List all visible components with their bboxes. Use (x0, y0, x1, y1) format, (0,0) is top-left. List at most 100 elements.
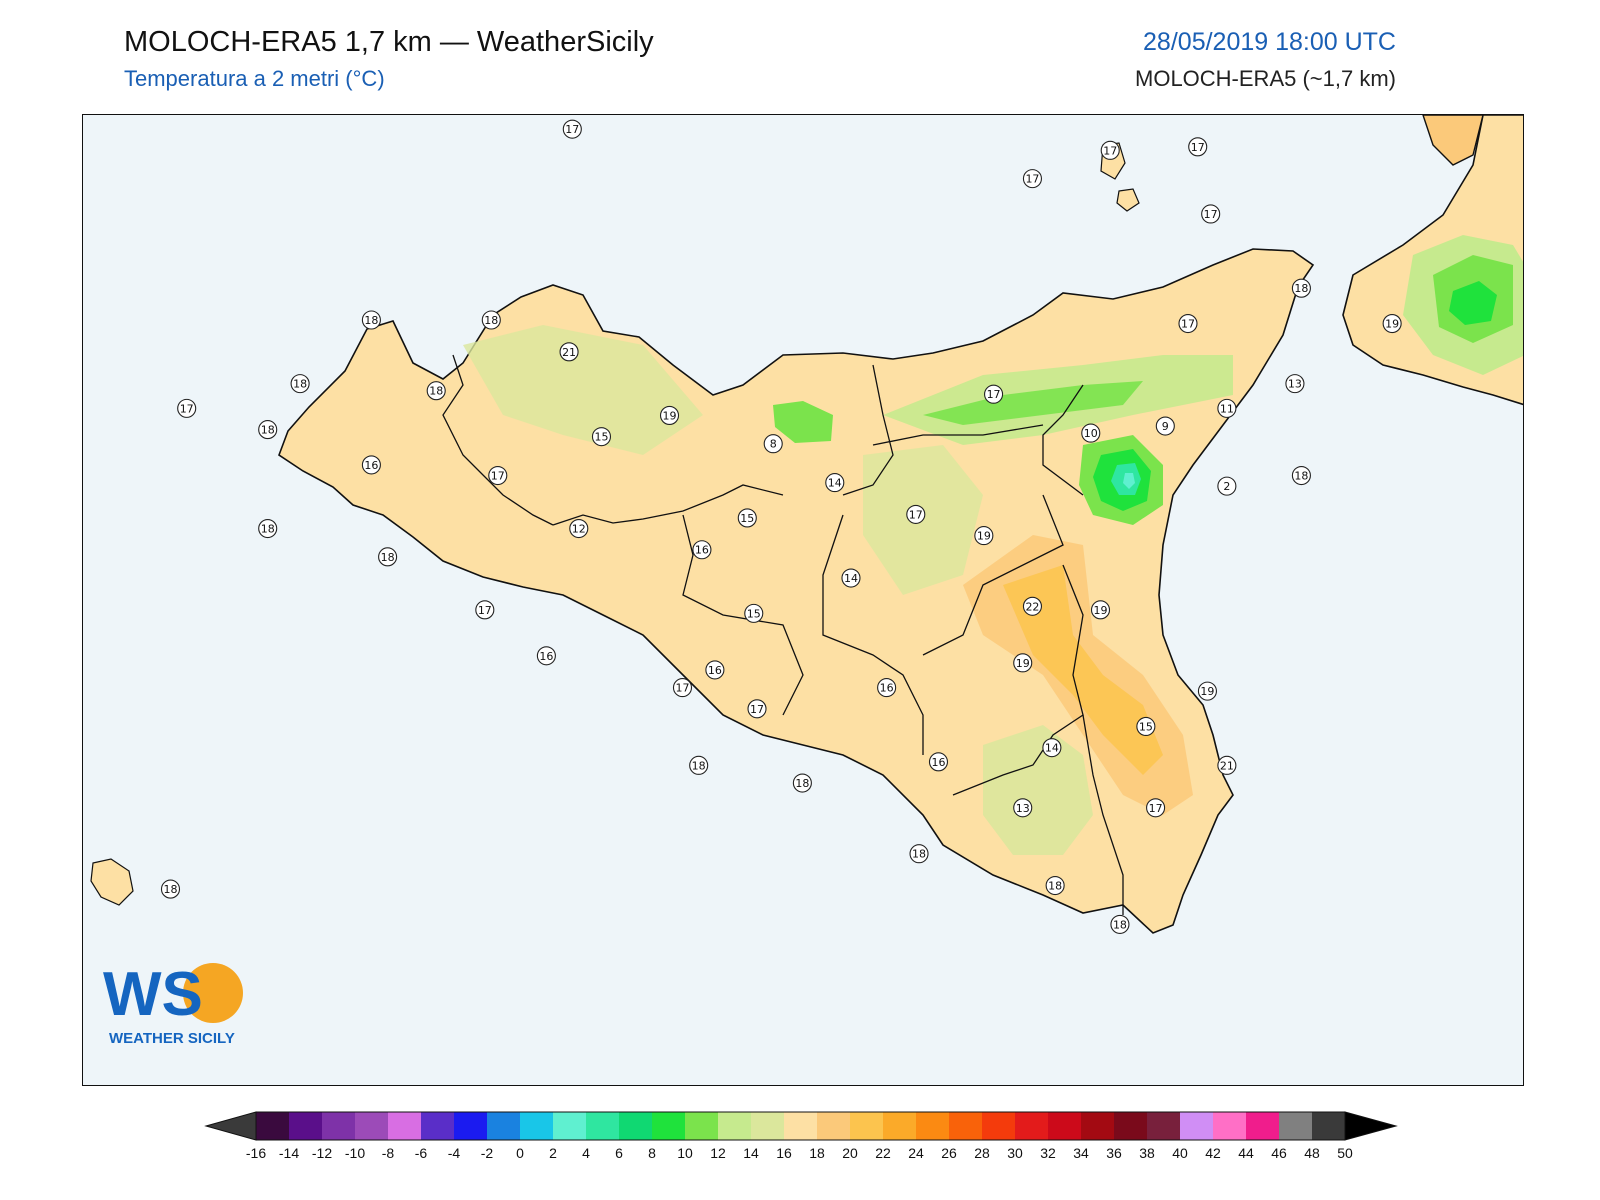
colorbar-swatch (520, 1112, 554, 1140)
colorbar-swatch (1213, 1112, 1247, 1140)
station-value: 16 (931, 756, 945, 769)
station-circle (559, 342, 579, 362)
calabria-north (1422, 115, 1484, 166)
station-marker: 18 (909, 844, 929, 864)
colorbar-swatch (850, 1112, 884, 1140)
station-circle (877, 678, 897, 698)
station-marker: 18 (160, 879, 181, 899)
station-circle (659, 405, 680, 425)
station-marker: 16 (361, 455, 381, 475)
station-value: 16 (364, 459, 378, 472)
station-circle (562, 119, 582, 139)
station-value: 17 (1149, 802, 1163, 815)
colorbar-tick-label: -16 (246, 1145, 266, 1161)
station-marker: 17 (1100, 140, 1120, 160)
station-value: 13 (1016, 802, 1030, 815)
station-circle (825, 473, 845, 493)
station-marker: 13 (1285, 374, 1305, 394)
station-marker: 18 (1045, 875, 1065, 896)
colorbar-tick-label: 24 (908, 1145, 924, 1161)
station-marker: 17 (747, 699, 767, 719)
hot-zone-catania (1003, 565, 1163, 775)
land-areas (90, 115, 1523, 934)
station-marker: 18 (689, 755, 709, 775)
station-marker: 10 (1081, 423, 1101, 443)
station-circle (1146, 798, 1166, 818)
station-marker: 16 (692, 540, 712, 560)
colorbar-swatches (204, 1111, 1398, 1141)
station-value: 18 (364, 314, 378, 327)
station-value: 15 (594, 431, 608, 444)
station-circle (909, 844, 929, 864)
station-circle (481, 310, 501, 330)
station-circle (177, 398, 197, 418)
station-circle (792, 773, 812, 793)
station-circle (1013, 653, 1033, 673)
station-circle (692, 540, 712, 560)
station-circle (737, 508, 757, 528)
colorbar-swatch (1147, 1112, 1181, 1140)
calabria-cold (1449, 281, 1497, 325)
colorbar-tick-label: 20 (842, 1145, 858, 1161)
colorbar-tick-label: 4 (582, 1145, 590, 1161)
station-circle (744, 603, 764, 623)
colorbar-swatch (1246, 1112, 1280, 1140)
colorbar-swatch (1114, 1112, 1148, 1140)
colorbar-swatch (982, 1112, 1016, 1140)
station-marker: 18 (258, 420, 278, 440)
colorbar-outline (255, 1111, 1346, 1141)
colorbar-swatch (454, 1112, 488, 1140)
station-circle (426, 381, 446, 401)
station-value: 14 (1045, 742, 1059, 755)
station-marker: 21 (1217, 755, 1237, 775)
station-circle (747, 699, 767, 719)
station-marker: 15 (591, 427, 612, 447)
map-panel[interactable]: 17 17 17 17 17 18 19 17 18 18 21 18 18 13 17 11 19 17 18 9 1… (82, 114, 1524, 1086)
station-value: 19 (1094, 604, 1108, 617)
station-circle (258, 518, 278, 539)
station-value: 19 (1016, 657, 1030, 670)
colorbar-tick-label: 36 (1106, 1145, 1122, 1161)
station-circle (984, 384, 1004, 404)
station-circle (1045, 875, 1065, 896)
station-marker: 18 (426, 381, 446, 401)
station-circle (1291, 278, 1311, 298)
colorbar-swatch (751, 1112, 785, 1140)
station-circle (1382, 313, 1402, 334)
station-value: 16 (708, 664, 722, 677)
station-marker: 14 (825, 473, 845, 493)
station-circle (1090, 600, 1111, 620)
station-value: 17 (478, 604, 492, 617)
station-circle (475, 600, 495, 620)
mild-zone-iblei (983, 725, 1093, 855)
station-value: 17 (565, 123, 579, 136)
station-value: 15 (740, 512, 754, 525)
station-value: 15 (1139, 720, 1153, 733)
station-value: 8 (770, 438, 777, 451)
colorbar-swatch (1015, 1112, 1049, 1140)
station-marker: 18 (1291, 465, 1311, 486)
station-marker: 18 (1291, 278, 1311, 298)
colorbar-swatch (619, 1112, 653, 1140)
colorbar-tick-label: -10 (345, 1145, 365, 1161)
station-value: 18 (912, 848, 926, 861)
station-circle (1217, 398, 1237, 418)
station-marker: 19 (659, 405, 680, 425)
station-circle (258, 420, 278, 440)
temperature-colorbar: -16 -14 -12 -10 -8 -6 -4 -2 0 2 4 6 8 10 12 14 16 18 20 22 2… (204, 1111, 1398, 1161)
station-value: 12 (572, 523, 586, 536)
colorbar-tick-label: 40 (1172, 1145, 1188, 1161)
station-marker: 17 (177, 398, 197, 418)
colorbar-tick-label: 34 (1073, 1145, 1089, 1161)
colorbar-tick-label: 28 (974, 1145, 990, 1161)
station-circle (1022, 169, 1043, 189)
station-value: 15 (747, 607, 761, 620)
colorbar-tick-label: 30 (1007, 1145, 1023, 1161)
station-marker: 21 (559, 342, 579, 362)
station-value: 18 (484, 314, 498, 327)
colorbar-tick-label: 48 (1304, 1145, 1320, 1161)
station-marker: 14 (1042, 738, 1062, 758)
station-value: 17 (1103, 144, 1117, 157)
station-circle (290, 374, 310, 394)
station-circle (378, 547, 398, 567)
